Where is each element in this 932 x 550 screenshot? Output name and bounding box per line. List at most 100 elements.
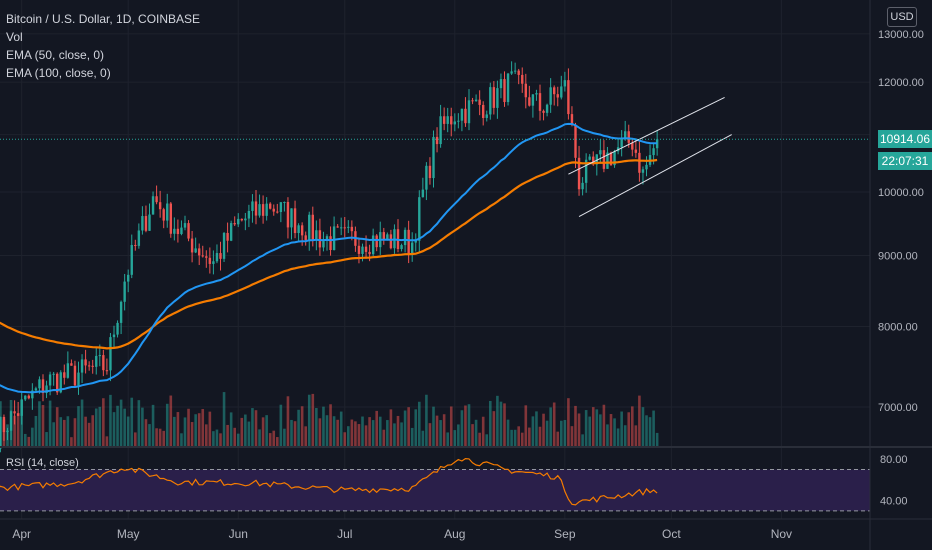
candle-body: [297, 225, 300, 234]
candle-body: [513, 70, 517, 72]
candle-body: [446, 116, 449, 124]
volume-bar: [332, 416, 336, 447]
volume-bar: [599, 414, 602, 447]
candle-body: [95, 355, 98, 367]
candle-body: [602, 150, 606, 169]
volume-bar: [194, 414, 197, 447]
candle-body: [386, 234, 389, 240]
vol-indicator-label[interactable]: Vol: [6, 30, 23, 44]
volume-bar: [116, 405, 119, 447]
volume-bar: [382, 429, 386, 447]
volume-bar: [45, 432, 48, 447]
channel-lower-line[interactable]: [578, 134, 732, 218]
candle-body: [450, 116, 453, 125]
volume-bar: [563, 419, 567, 447]
candle-body: [496, 88, 499, 108]
candle-body: [240, 218, 243, 221]
channel-upper-line[interactable]: [568, 96, 725, 175]
volume-bar: [407, 407, 410, 447]
candle-body: [435, 136, 439, 145]
price-axis[interactable]: 13000.0012000.0011000.0010000.009000.008…: [878, 29, 924, 414]
candle-body: [80, 359, 84, 373]
symbol-title[interactable]: Bitcoin / U.S. Dollar, 1D, COINBASE: [6, 12, 201, 26]
candle-body: [283, 202, 286, 204]
volume-bar: [577, 413, 581, 447]
candle-body: [506, 73, 510, 103]
candle-body: [24, 395, 27, 400]
candle-body: [371, 235, 375, 255]
volume-bar: [205, 424, 208, 447]
volume-bar: [584, 410, 588, 447]
candle-body: [304, 235, 307, 241]
candle-body: [258, 204, 261, 216]
rsi-axis[interactable]: 80.00 40.00: [880, 454, 908, 507]
candle-body: [158, 202, 162, 210]
volume-bar: [311, 393, 315, 447]
volume-bar: [638, 395, 641, 447]
candle-body: [627, 131, 630, 143]
candle-body: [620, 138, 623, 148]
candle-body: [474, 99, 478, 102]
candle-body: [595, 154, 598, 165]
candle-body: [631, 142, 634, 150]
candle-body: [521, 74, 524, 84]
candle-body: [173, 228, 176, 234]
candle-body: [290, 208, 293, 228]
currency-button[interactable]: USD: [887, 7, 917, 27]
volume-bar: [389, 409, 393, 447]
candle-body: [212, 261, 215, 264]
candle-body: [460, 108, 464, 121]
volume-bar: [130, 397, 134, 447]
volume-bar: [158, 428, 162, 447]
candle-body: [176, 228, 180, 235]
price-tick-label: 9000.00: [878, 251, 918, 263]
ema100-indicator-label[interactable]: EMA (100, close, 0): [6, 66, 111, 80]
candle-body: [229, 223, 233, 241]
candle-body: [347, 226, 350, 228]
candle-body: [499, 79, 503, 89]
volume-bar: [631, 406, 634, 447]
candle-body: [166, 203, 169, 221]
candle-body: [531, 94, 535, 106]
volume-bar: [283, 428, 286, 447]
candle-body: [105, 370, 109, 372]
volume-bar: [155, 428, 158, 447]
candle-body: [6, 430, 9, 433]
time-axis[interactable]: Apr May Jun Jul Aug Sep Oct Nov: [12, 527, 792, 541]
volume-bar: [478, 432, 481, 447]
volume-bar: [336, 419, 339, 447]
rsi-indicator-label[interactable]: RSI (14, close): [6, 457, 79, 469]
volume-bar: [329, 404, 332, 447]
volume-bar: [464, 405, 467, 447]
candle-body: [119, 301, 123, 323]
volume-bar: [105, 436, 109, 447]
candle-body: [102, 355, 105, 371]
price-tick-label: 13000.00: [878, 29, 924, 41]
volume-bar: [499, 401, 503, 447]
candle-body: [130, 244, 133, 275]
volume-bar: [134, 432, 137, 447]
candle-body: [272, 208, 275, 212]
volume-bar: [297, 409, 300, 447]
volume-bar: [222, 392, 226, 447]
volume-bar: [286, 396, 290, 447]
volume-bar: [73, 418, 77, 447]
candle-body: [162, 209, 165, 221]
volume-bar: [66, 416, 70, 447]
volume-bar: [229, 412, 233, 447]
candle-body: [52, 373, 55, 375]
candle-body: [308, 214, 311, 241]
volume-bar: [268, 433, 272, 447]
volume-bar: [549, 407, 552, 447]
candle-body: [407, 229, 410, 254]
candle-body: [588, 156, 591, 160]
volume-bar: [595, 409, 599, 447]
volume-bar: [190, 422, 194, 447]
candle-body: [9, 411, 13, 431]
volume-bar: [315, 408, 318, 447]
volume-bar: [410, 427, 414, 447]
volume-bar: [506, 419, 510, 447]
ema50-indicator-label[interactable]: EMA (50, close, 0): [6, 48, 105, 62]
price-tick-label: 12000.00: [878, 77, 924, 89]
